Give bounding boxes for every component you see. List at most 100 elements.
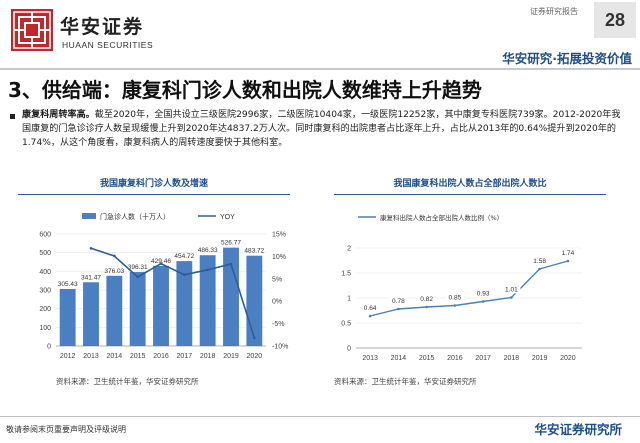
- chart-1-yoy-point: [206, 268, 209, 272]
- chart-2-title: 我国康复科出院人数占全部出院人数比: [393, 179, 547, 189]
- chart-1-yoy-point: [113, 254, 116, 258]
- chart-1-right-tick-label: 5%: [272, 276, 282, 283]
- chart-1-bar-label: 483.72: [244, 248, 264, 255]
- footer-brand: 华安证券研究所: [534, 422, 622, 437]
- bullet-square-icon: [10, 114, 15, 119]
- chart-2-x-tick-label: 2019: [532, 355, 548, 362]
- chart-2-y-tick-label: 0: [347, 346, 351, 353]
- chart-2-point: [397, 307, 400, 311]
- chart-2-y-tick-label: 1.5: [341, 271, 351, 278]
- chart-2-point-label: 1.74: [562, 250, 575, 257]
- chart-2-point: [425, 305, 428, 309]
- chart-1-right-tick-label: -5%: [272, 321, 284, 328]
- chart-1-left-tick-label: 0: [47, 344, 51, 351]
- chart-1-x-tick-label: 2016: [153, 353, 169, 360]
- chart-2-y-tick-label: 2: [347, 246, 351, 253]
- chart-2-point: [453, 304, 457, 307]
- chart-2-x-tick-label: 2013: [362, 355, 378, 362]
- huaan-seal-icon: [11, 9, 53, 51]
- chart-2-x-tick-label: 2015: [419, 355, 435, 362]
- chart-2-point-label: 1.58: [533, 258, 546, 265]
- chart-1-bar: [129, 272, 146, 346]
- chart-1-x-tick-label: 2012: [60, 353, 76, 360]
- chart-1-left-tick-label: 300: [39, 288, 51, 295]
- chart-1-bar: [199, 255, 216, 346]
- chart-1-yoy-point: [183, 273, 186, 277]
- chart-2-point-label-bg: [445, 292, 464, 302]
- chart-1-legend-line-label: YOY: [220, 214, 235, 221]
- chart-1-yoy-point: [159, 262, 163, 265]
- chart-2-x-tick-label: 2014: [391, 355, 407, 362]
- chart-2-x-tick-label: 2020: [560, 355, 576, 362]
- paragraph-lead: 康复科周转率高。: [22, 110, 95, 120]
- chart-1-left-tick-label: 100: [39, 325, 51, 332]
- chart-2-title-rule: [334, 194, 606, 195]
- chart-1-x-tick-label: 2018: [200, 353, 216, 360]
- chart-1-right-tick-label: 0%: [272, 299, 282, 306]
- chart-2-point-label-bg: [530, 256, 549, 265]
- chart-1-bar: [83, 282, 99, 346]
- body-paragraph: 康复科周转率高。截至2020年，全国共设立三级医院2996家，二级医院10404…: [22, 108, 628, 150]
- chart-1-source: 资料来源：卫生统计年鉴，华安证券研究所: [56, 377, 199, 386]
- chart-2-point: [368, 314, 372, 318]
- chart-1-right-tick-label: 10%: [272, 254, 286, 261]
- chart-1-yoy-line: [90, 247, 256, 339]
- header-divider: [0, 68, 640, 70]
- chart-1-bar-label: 341.47: [81, 274, 101, 281]
- chart-1-bar-label: 429.46: [151, 258, 171, 265]
- chart-1-bar-label: 454.72: [174, 253, 194, 260]
- chart-1-legend-bar-swatch: [82, 213, 96, 219]
- chart-1-title-rule: [18, 194, 290, 195]
- chart-2-point: [538, 267, 541, 271]
- chart-1-yoy-point: [229, 262, 233, 266]
- chart-2-point: [481, 300, 485, 303]
- chart-2-point-label: 0.82: [420, 296, 433, 303]
- company-logo: 华安证券 HUAAN SECURITIES: [6, 4, 166, 60]
- chart-1-bar: [153, 265, 169, 346]
- chart-2-x-tick-label: 2016: [447, 355, 463, 362]
- chart-2-point-label-bg: [389, 296, 408, 305]
- chart-2-point-label: 1.01: [505, 287, 518, 294]
- chart-1-x-tick-label: 2014: [107, 353, 123, 360]
- chart-2-point-label: 0.85: [449, 295, 462, 302]
- chart-1-x-tick-label: 2019: [223, 353, 239, 360]
- chart-1-bar-label: 396.31: [128, 264, 148, 271]
- page-number: 28: [594, 2, 636, 38]
- chart-1-yoy-point: [89, 247, 93, 250]
- logo-chinese-name: 华安证券: [60, 16, 145, 38]
- chart-1-bar-label: 305.43: [58, 281, 78, 288]
- chart-1-right-tick-label: -10%: [272, 344, 288, 351]
- chart-2-x-tick-label: 2018: [504, 355, 520, 362]
- chart-2-discharge-ratio: 0 0.5 1 1.5 2 2013 2014 2015 2016 2017 2018 2019 202…: [341, 213, 582, 362]
- chart-2-point-label-bg: [417, 294, 436, 303]
- report-type-label: 证券研究报告: [530, 7, 578, 16]
- chart-1-bar: [106, 275, 123, 346]
- chart-1-yoy-point: [136, 275, 139, 279]
- chart-2-point-label: 0.64: [364, 305, 377, 312]
- chart-2-x-tick-label: 2017: [475, 355, 491, 362]
- chart-1-bar: [223, 247, 239, 346]
- logo-english-name: HUAAN SECURITIES: [62, 40, 154, 50]
- chart-1-bar: [246, 255, 263, 346]
- chart-1-left-tick-label: 600: [39, 232, 51, 239]
- chart-1-bar-label: 486.33: [198, 247, 218, 254]
- chart-1-legend-bar-label: 门急诊人数（十万人）: [100, 212, 170, 221]
- header-slogan: 华安研究·拓展投资价值: [502, 51, 632, 66]
- chart-1-outpatient: 0 100 200 300 400 500 600 -10% -5% 0% 5% 10% 15% 305.…: [39, 212, 288, 360]
- chart-2-point-label: 0.93: [477, 291, 490, 298]
- chart-1-x-tick-label: 2020: [247, 353, 263, 360]
- chart-2-point-label-bg: [474, 288, 493, 298]
- footer-divider: [0, 416, 640, 417]
- section-title: 3、供给端：康复科门诊人数和出院人数维持上升趋势: [8, 78, 482, 102]
- chart-2-point: [566, 259, 570, 263]
- chart-2-point-label-bg: [502, 284, 521, 294]
- chart-1-x-tick-label: 2013: [83, 353, 99, 360]
- chart-2-source: 资料来源：卫生统计年鉴，华安证券研究所: [334, 377, 477, 386]
- chart-2-point-label-bg: [361, 303, 380, 312]
- chart-1-left-tick-label: 500: [39, 250, 51, 257]
- chart-2-series-line: [369, 260, 569, 317]
- chart-1-left-tick-label: 200: [39, 306, 51, 313]
- chart-2-y-tick-label: 0.5: [341, 321, 351, 328]
- chart-2-point-label: 0.78: [392, 298, 405, 305]
- chart-1-x-tick-label: 2017: [177, 353, 193, 360]
